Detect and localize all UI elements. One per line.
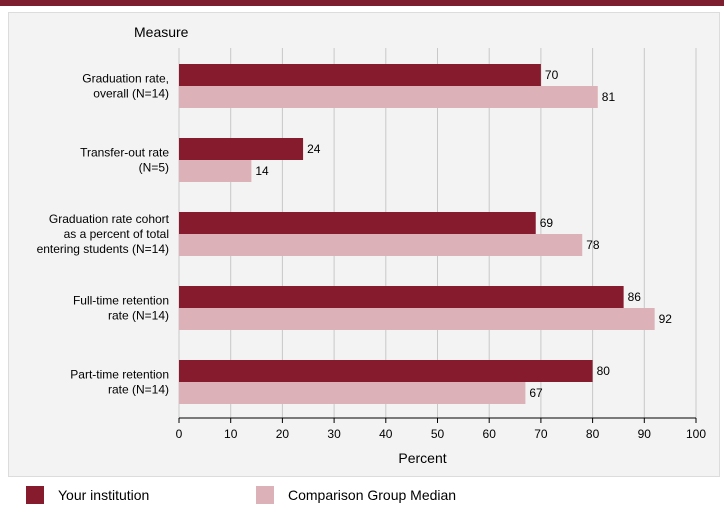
- category-label: Full-time retention: [73, 294, 169, 308]
- x-tick-label: 50: [431, 427, 445, 441]
- bar-value-label: 81: [602, 90, 616, 104]
- legend: Your institution Comparison Group Median: [0, 478, 724, 508]
- category-label: Transfer-out rate: [80, 146, 169, 160]
- bar-value-label: 70: [545, 68, 559, 82]
- x-tick-label: 0: [176, 427, 183, 441]
- bar-comparison-median: [179, 160, 252, 182]
- bar-value-label: 24: [307, 142, 321, 156]
- x-tick-label: 10: [224, 427, 238, 441]
- bar-value-label: 86: [628, 290, 642, 304]
- bar-your-institution: [179, 360, 593, 382]
- category-label: entering students (N=14): [37, 242, 169, 256]
- x-tick-label: 90: [638, 427, 652, 441]
- bar-your-institution: [179, 64, 541, 86]
- bar-value-label: 67: [529, 386, 543, 400]
- bar-value-label: 78: [586, 238, 600, 252]
- category-label: Graduation rate,: [82, 72, 169, 86]
- bar-your-institution: [179, 138, 304, 160]
- legend-item-your-institution: Your institution: [26, 486, 149, 504]
- bar-value-label: 69: [540, 216, 554, 230]
- category-label: as a percent of total: [64, 227, 169, 241]
- x-tick-label: 70: [534, 427, 548, 441]
- legend-label-comparison-median: Comparison Group Median: [288, 487, 457, 503]
- bar-comparison-median: [179, 308, 655, 330]
- legend-item-comparison-median: Comparison Group Median: [256, 486, 456, 504]
- bar-your-institution: [179, 212, 536, 234]
- bar-value-label: 80: [597, 364, 611, 378]
- legend-label-your-institution: Your institution: [58, 487, 150, 503]
- x-axis-title: Percent: [398, 450, 446, 466]
- bar-comparison-median: [179, 234, 583, 256]
- x-tick-label: 100: [686, 427, 706, 441]
- x-tick-label: 60: [483, 427, 497, 441]
- bar-value-label: 92: [659, 312, 673, 326]
- category-label: rate (N=14): [108, 309, 169, 323]
- category-label: overall (N=14): [93, 87, 169, 101]
- category-axis-title: Measure: [134, 24, 189, 40]
- bar-comparison-median: [179, 382, 526, 404]
- legend-swatch-your-institution: [26, 486, 44, 504]
- x-tick-label: 30: [327, 427, 341, 441]
- bar-your-institution: [179, 286, 624, 308]
- bar-comparison-median: [179, 86, 598, 108]
- x-tick-label: 80: [586, 427, 600, 441]
- bar-value-label: 14: [255, 164, 269, 178]
- category-label: Part-time retention: [70, 368, 169, 382]
- legend-swatch-comparison-median: [256, 486, 274, 504]
- x-tick-label: 40: [379, 427, 393, 441]
- top-accent-bar: [0, 0, 724, 6]
- bar-chart: Measure 70 81 Graduation rate,overall (N=14…: [37, 24, 707, 466]
- category-label: Graduation rate cohort: [49, 212, 170, 226]
- category-label: (N=5): [139, 161, 169, 175]
- category-label: rate (N=14): [108, 383, 169, 397]
- x-tick-label: 20: [276, 427, 290, 441]
